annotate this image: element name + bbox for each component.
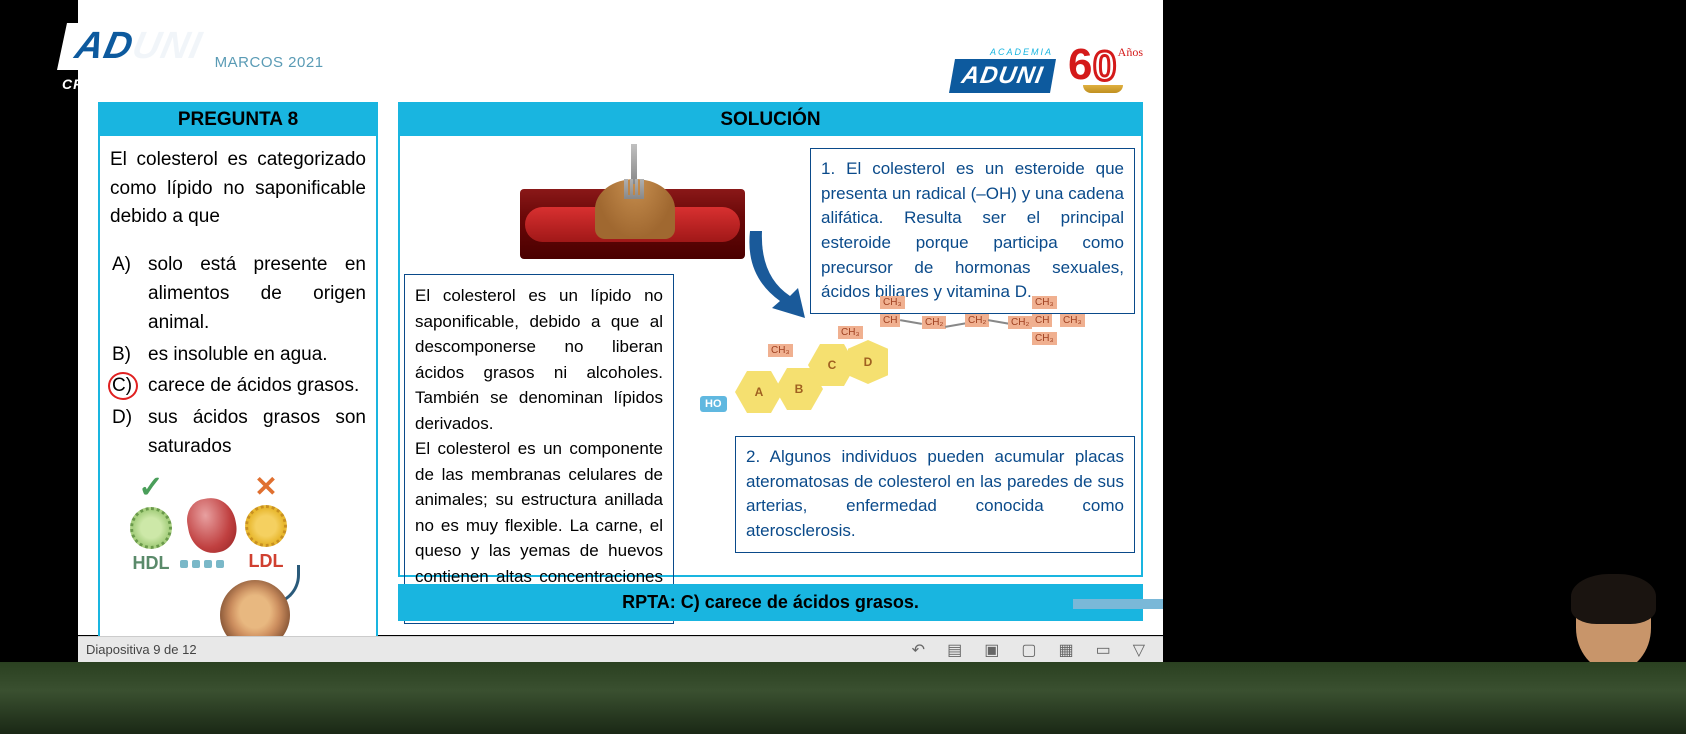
option-b: B) es insoluble en agua. bbox=[112, 340, 366, 369]
anniversary-6: 6 bbox=[1068, 40, 1092, 90]
logo-area: ACADEMIA ADUNI 6 0 Años bbox=[952, 45, 1138, 95]
ho-label: HO bbox=[700, 396, 727, 412]
option-text-d: sus ácidos grasos son saturados bbox=[142, 403, 366, 462]
book-icon bbox=[1083, 85, 1123, 93]
webcam-tagline: CREEMOS EN bbox=[62, 76, 215, 92]
right-black-strip bbox=[1163, 0, 1391, 662]
slide-sorter-icon[interactable]: ▦ bbox=[1058, 640, 1073, 660]
option-letter-c: C) bbox=[112, 371, 142, 400]
hdl-label: HDL bbox=[130, 553, 172, 574]
ch-label-2: CH bbox=[880, 314, 900, 327]
chain-seg-1 bbox=[900, 319, 922, 324]
hdl-circle-icon bbox=[130, 507, 172, 549]
ch-label-1: CH₃ bbox=[838, 326, 863, 339]
ldl-block: ✕ LDL bbox=[245, 470, 287, 572]
solution-text-left: El colesterol es un lípido no saponifica… bbox=[404, 274, 674, 624]
ch-label-2b: CH₃ bbox=[880, 296, 905, 309]
solution-box1-text: El colesterol es un esteroide que presen… bbox=[821, 159, 1124, 301]
anniversary-word: Años bbox=[1118, 45, 1143, 60]
option-text-b: es insoluble en agua. bbox=[142, 340, 366, 369]
scroll-indicator[interactable] bbox=[1073, 599, 1163, 609]
bottom-background-strip bbox=[0, 662, 1686, 734]
ch-label-5: CH₂ bbox=[1008, 316, 1032, 329]
ch-label-8: CH₃ bbox=[1060, 314, 1085, 327]
cross-icon: ✕ bbox=[245, 470, 287, 503]
left-black-strip bbox=[0, 0, 78, 662]
slide-counter-label: Diapositiva 9 de 12 bbox=[86, 642, 912, 657]
question-panel: PREGUNTA 8 El colesterol es categorizado… bbox=[98, 102, 378, 666]
return-icon[interactable]: ↶ bbox=[912, 640, 925, 660]
solution-body: El colesterol es un lípido no saponifica… bbox=[400, 136, 1141, 575]
status-bar: Diapositiva 9 de 12 ↶ ▤ ▣ ▢ ▦ ▭ ▽ bbox=[78, 636, 1163, 662]
slideshow-icon[interactable]: ▽ bbox=[1133, 640, 1145, 660]
slide-canvas: ANUAL SAN MARCOS 2021 ACADEMIA ADUNI 6 0… bbox=[78, 0, 1163, 635]
ring-d bbox=[848, 340, 888, 384]
solution-box-1: 1. El colesterol es un esteroide que pre… bbox=[810, 148, 1135, 314]
artery-fork-graphic bbox=[520, 144, 745, 264]
fork-icon bbox=[620, 144, 648, 199]
aduni-wordmark: ADUNI bbox=[949, 59, 1056, 93]
solution-box-2: 2. Algunos individuos pueden acumular pl… bbox=[735, 436, 1135, 553]
ch-label-3: CH₂ bbox=[922, 316, 946, 329]
anniversary-0: 0 bbox=[1093, 42, 1116, 90]
option-c: C) carece de ácidos grasos. bbox=[112, 371, 366, 400]
chain-seg-2 bbox=[945, 322, 967, 327]
answer-bar: RPTA: C) carece de ácidos grasos. bbox=[398, 584, 1143, 621]
normal-view-icon[interactable]: ▢ bbox=[1021, 640, 1036, 660]
ch-label-7: CH₃ bbox=[1032, 296, 1057, 309]
aduni-logo: ACADEMIA ADUNI bbox=[952, 47, 1053, 93]
heart-icon bbox=[184, 494, 241, 556]
hdl-block: ✓ HDL bbox=[130, 470, 172, 574]
ldl-circle-icon bbox=[245, 505, 287, 547]
ch-label-4: CH₂ bbox=[965, 314, 989, 327]
solution-header: SOLUCIÓN bbox=[400, 104, 1141, 136]
notes-view-icon[interactable]: ▤ bbox=[947, 640, 962, 660]
view-mode-icons: ↶ ▤ ▣ ▢ ▦ ▭ ▽ bbox=[912, 640, 1155, 660]
academia-label: ACADEMIA bbox=[952, 47, 1053, 57]
reading-view-icon[interactable]: ▭ bbox=[1096, 640, 1111, 660]
ch-label-9: CH₃ bbox=[1032, 332, 1057, 345]
check-icon: ✓ bbox=[130, 470, 172, 505]
cholesterol-molecule: HO CH₃ CH₃ CH CH₃ CH₂ CH₂ CH₂ CH CH₃ CH₃ bbox=[700, 296, 1135, 431]
option-letter-d: D) bbox=[112, 403, 142, 462]
option-letter-a: A) bbox=[112, 250, 142, 338]
dots-icon bbox=[180, 560, 224, 568]
solution-box1-num: 1. bbox=[821, 159, 835, 178]
option-d: D) sus ácidos grasos son saturados bbox=[112, 403, 366, 462]
option-text-a: solo está presente en alimentos de orige… bbox=[142, 250, 366, 338]
option-text-c: carece de ácidos grasos. bbox=[142, 371, 366, 400]
hdl-ldl-graphic: ✓ HDL ✕ LDL bbox=[110, 470, 366, 650]
option-a: A) solo está presente en alimentos de or… bbox=[112, 250, 366, 338]
option-letter-b: B) bbox=[112, 340, 142, 369]
options-list: A) solo está presente en alimentos de or… bbox=[110, 250, 366, 462]
question-header: PREGUNTA 8 bbox=[100, 104, 376, 136]
webcam-logo: ACADEMIA ADUNI CREEMOS EN bbox=[62, 10, 215, 92]
question-stem: El colesterol es categorizado como lípid… bbox=[110, 146, 366, 232]
ring-a bbox=[735, 371, 783, 413]
ch-label-0: CH₃ bbox=[768, 344, 793, 357]
webcam-aduni-wordmark: ADUNI bbox=[57, 23, 220, 70]
webcam-academia-label: ACADEMIA bbox=[62, 10, 215, 21]
chain-seg-3 bbox=[988, 319, 1010, 324]
comments-icon[interactable]: ▣ bbox=[984, 640, 999, 660]
ch-label-6: CH bbox=[1032, 314, 1052, 327]
anniversary-logo: 6 0 Años bbox=[1068, 45, 1138, 95]
question-body: El colesterol es categorizado como lípid… bbox=[100, 136, 376, 664]
solution-panel: SOLUCIÓN El colesterol es un lípido no s… bbox=[398, 102, 1143, 577]
